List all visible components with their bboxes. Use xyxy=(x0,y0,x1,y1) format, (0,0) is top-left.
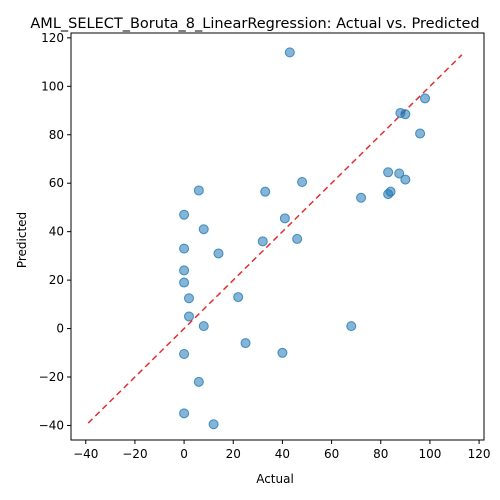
data-point xyxy=(234,293,243,302)
data-point xyxy=(209,420,218,429)
data-point xyxy=(421,94,430,103)
data-point xyxy=(180,244,189,253)
data-point xyxy=(180,210,189,219)
y-axis-label: Predicted xyxy=(15,212,29,268)
data-point xyxy=(384,190,393,199)
y-tick-label: 120 xyxy=(41,31,64,45)
y-tick-label: −20 xyxy=(39,370,64,384)
y-tick-label: 40 xyxy=(49,225,64,239)
data-point xyxy=(357,193,366,202)
data-point xyxy=(194,377,203,386)
data-point xyxy=(194,186,203,195)
data-point xyxy=(261,187,270,196)
data-point xyxy=(401,175,410,184)
data-point xyxy=(298,177,307,186)
y-tick-label: 100 xyxy=(41,79,64,93)
data-point xyxy=(258,237,267,246)
x-tick-label: −20 xyxy=(122,447,147,461)
x-tick-label: 0 xyxy=(180,447,188,461)
data-point xyxy=(199,225,208,234)
x-tick-label: −40 xyxy=(73,447,98,461)
x-tick-label: 100 xyxy=(418,447,441,461)
y-tick-label: 80 xyxy=(49,128,64,142)
y-tick-label: 0 xyxy=(56,322,64,336)
data-point xyxy=(280,214,289,223)
data-point xyxy=(293,234,302,243)
x-tick-label: 40 xyxy=(275,447,290,461)
x-tick-label: 120 xyxy=(468,447,491,461)
x-tick-label: 80 xyxy=(373,447,388,461)
data-point xyxy=(185,312,194,321)
data-point xyxy=(199,322,208,331)
x-axis-label: Actual xyxy=(256,472,294,486)
x-tick-label: 60 xyxy=(324,447,339,461)
data-point xyxy=(416,129,425,138)
data-point xyxy=(285,48,294,57)
data-point xyxy=(180,266,189,275)
data-point xyxy=(384,168,393,177)
data-point xyxy=(347,322,356,331)
chart-title: AML_SELECT_Boruta_8_LinearRegression: Ac… xyxy=(30,16,479,32)
data-point xyxy=(185,294,194,303)
y-tick-label: 20 xyxy=(49,273,64,287)
data-point xyxy=(214,249,223,258)
data-point xyxy=(180,409,189,418)
data-point xyxy=(401,110,410,119)
data-point xyxy=(180,349,189,358)
data-point xyxy=(180,278,189,287)
data-point xyxy=(241,339,250,348)
x-tick-label: 20 xyxy=(226,447,241,461)
y-tick-label: 60 xyxy=(49,176,64,190)
data-point xyxy=(278,348,287,357)
y-tick-label: −40 xyxy=(39,418,64,432)
